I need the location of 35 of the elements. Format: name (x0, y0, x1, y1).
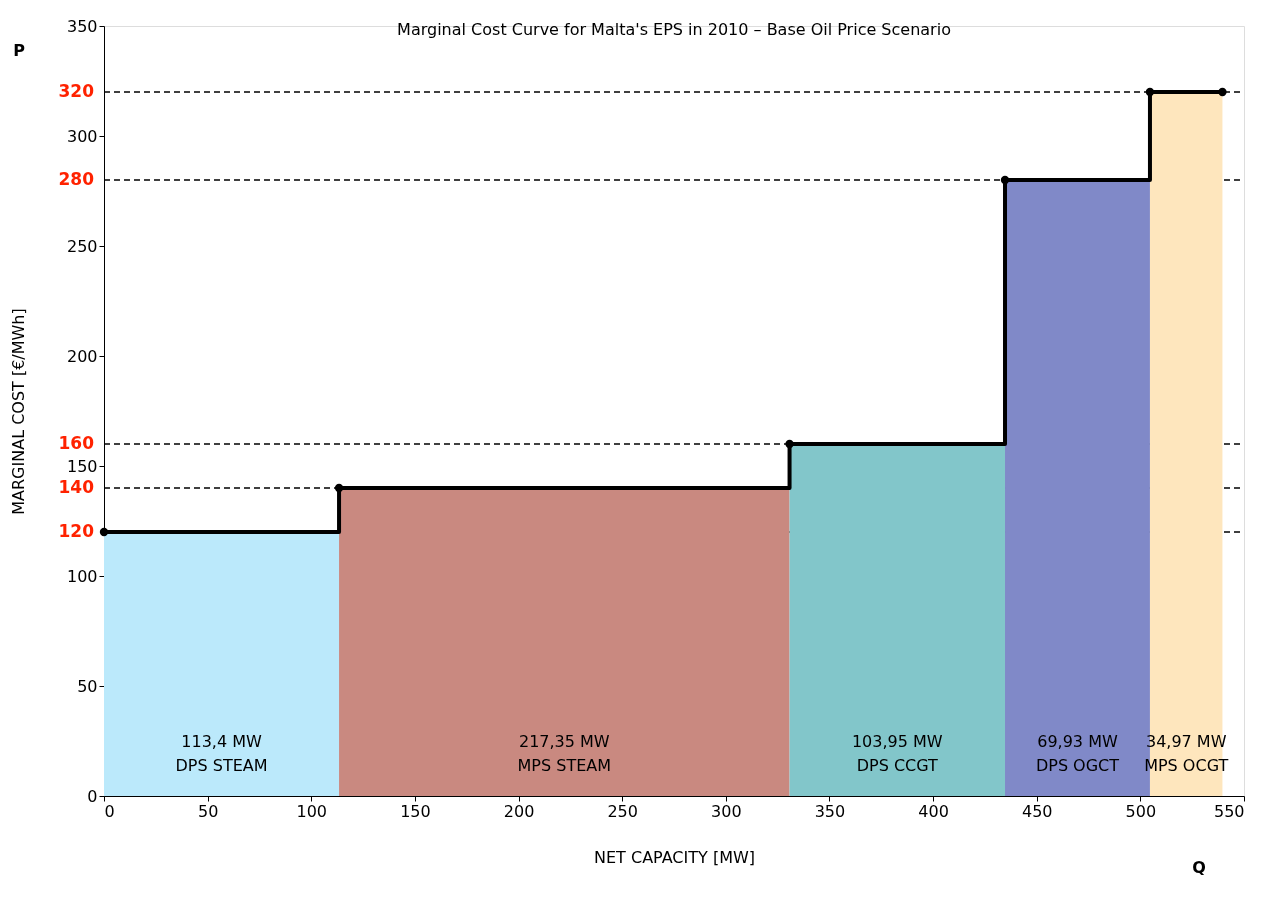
annotation: 217,35 MW MPS STEAM (517, 732, 612, 775)
ref-line-label: 280 (58, 169, 95, 189)
ref-line-label: 320 (58, 81, 95, 101)
y-tick-label: 250 (66, 236, 98, 256)
x-tick-label: 400 (918, 801, 949, 821)
x-tick-label: 0 (104, 801, 115, 821)
chart-title: Marginal Cost Curve for Malta's EPS in 2010 – Base Oil Price Scenario (397, 20, 951, 39)
annotation: 34,97 MW MPS OCGT (1144, 732, 1229, 775)
x-tick-label: 550 (1213, 801, 1245, 821)
ref-line-label: 140 (58, 477, 95, 497)
y-tick-label: 300 (66, 126, 98, 146)
y-tick-label: 100 (66, 566, 98, 586)
x-tick-label: 500 (1125, 801, 1157, 821)
y-axis-title: MARGINAL COST [€/MWh] (8, 308, 28, 515)
y-tick-label: 200 (66, 346, 98, 366)
x-tick-label: 450 (1021, 801, 1053, 821)
x-tick-label: 100 (296, 801, 328, 821)
text: P (13, 41, 26, 60)
x-axis-title: NET CAPACITY [MW] (594, 847, 755, 867)
annotation: 103,95 MW DPS CCGT (851, 732, 943, 775)
y-tick-label: 150 (66, 456, 98, 476)
x-tick-label: 300 (711, 801, 742, 821)
y-tick-label: 350 (66, 16, 98, 36)
ref-line-label: 120 (58, 521, 95, 541)
x-tick-label: 150 (400, 801, 431, 821)
x-tick-label: 350 (814, 801, 846, 821)
x-tick-label: 50 (197, 801, 219, 821)
annotation: 113,4 MW DPS STEAM (175, 732, 268, 775)
y-tick-label: 50 (77, 676, 98, 696)
x-tick-label: 250 (607, 801, 638, 821)
x-tick-label: 200 (503, 801, 535, 821)
annotation: 69,93 MW DPS OGCT (1035, 732, 1120, 775)
text: Q (1192, 858, 1206, 877)
y-tick-label: 0 (87, 786, 98, 806)
ref-line-label: 160 (58, 433, 95, 453)
